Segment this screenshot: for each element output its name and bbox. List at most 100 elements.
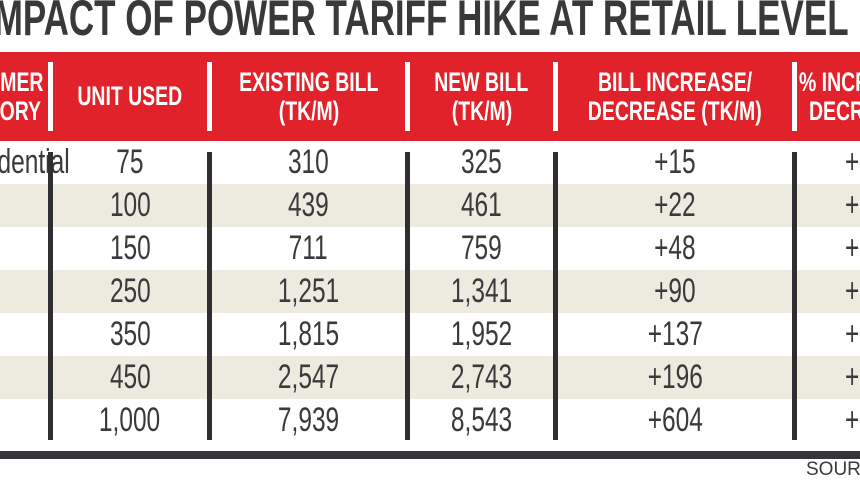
cell-text: 7,939 [277, 401, 340, 439]
cell-text: + [845, 401, 860, 439]
header-divider [792, 62, 797, 131]
cell-text: 450 [109, 358, 151, 396]
cell-bill-change: +604 [558, 401, 792, 440]
cell-text: 1,251 [277, 272, 340, 310]
cell-existing-bill: 310 [212, 143, 405, 182]
cell-text: 350 [109, 315, 151, 353]
cell-text: + [845, 186, 860, 224]
cell-text: + [845, 358, 860, 396]
column-header-new-bill: NEW BILL (TK/M) [410, 52, 553, 141]
column-header-existing-bill: EXISTING BILL (TK/M) [212, 52, 405, 141]
page-title: IMPACT OF POWER TARIFF HIKE AT RETAIL LE… [0, 0, 849, 46]
cell-text: 310 [288, 143, 329, 181]
cell-text: 2,743 [450, 358, 513, 396]
cell-new-bill: 1,341 [410, 272, 553, 311]
cell-bill-change: +15 [558, 143, 792, 182]
cell-text: +15 [654, 143, 696, 181]
cell-existing-bill: 439 [212, 186, 405, 225]
header-divider [405, 62, 410, 131]
cell-existing-bill: 7,939 [212, 401, 405, 440]
cell-bill-change: +22 [558, 186, 792, 225]
cell-text: 711 [288, 229, 329, 267]
cell-text: +196 [647, 358, 703, 396]
cell-bill-change: +48 [558, 229, 792, 268]
column-divider [792, 152, 797, 440]
cell-unit-used: 1,000 [53, 401, 207, 440]
header-line: (TK/M) [451, 95, 512, 126]
cell-consumer-category: Residential [0, 143, 70, 182]
cell-new-bill: 1,952 [410, 315, 553, 354]
cell-text: +90 [654, 272, 696, 310]
cell-new-bill: 325 [410, 143, 553, 182]
cell-unit-used: 350 [53, 315, 207, 354]
cell-existing-bill: 2,547 [212, 358, 405, 397]
cell-pct-change: + [797, 315, 860, 354]
cell-unit-used: 450 [53, 358, 207, 397]
cell-unit-used: 100 [53, 186, 207, 225]
header-line: DECREASE [809, 95, 860, 126]
cell-text: + [845, 143, 860, 181]
cell-consumer-category [0, 272, 48, 311]
cell-existing-bill: 711 [212, 229, 405, 268]
cell-text: 1,952 [450, 315, 513, 353]
cell-text: 1,341 [450, 272, 513, 310]
cell-text: 8,543 [450, 401, 513, 439]
cell-pct-change: + [797, 186, 860, 225]
header-divider [48, 62, 53, 131]
source-label: SOURCE: [806, 459, 860, 480]
cell-consumer-category [0, 315, 48, 354]
header-line: CONSUMER [0, 66, 44, 97]
cell-existing-bill: 1,815 [212, 315, 405, 354]
cell-new-bill: 2,743 [410, 358, 553, 397]
cell-text: Residential [0, 143, 70, 181]
cell-text: 1,815 [277, 315, 340, 353]
header-line: % INCREASE/ [799, 66, 860, 97]
table-row: 100 439 461 +22 + [0, 184, 860, 227]
bottom-rule [0, 451, 860, 459]
cell-text: 150 [109, 229, 151, 267]
column-divider [207, 152, 212, 440]
cell-text: + [845, 315, 860, 353]
cell-unit-used: 250 [53, 272, 207, 311]
cell-text: + [845, 229, 860, 267]
header-line: EXISTING BILL [238, 66, 379, 97]
cell-new-bill: 759 [410, 229, 553, 268]
cell-bill-change: +196 [558, 358, 792, 397]
header-line: DECREASE (TK/M) [588, 95, 762, 126]
cell-consumer-category [0, 401, 48, 440]
header-line: UNIT USED [77, 81, 183, 111]
cell-consumer-category [0, 358, 48, 397]
table-row: 450 2,547 2,743 +196 + [0, 356, 860, 399]
cell-text: 439 [288, 186, 329, 224]
header-line: CATEGORY [0, 95, 41, 126]
cell-pct-change: + [797, 401, 860, 440]
cell-bill-change: +90 [558, 272, 792, 311]
column-header-bill-change: BILL INCREASE/ DECREASE (TK/M) [558, 52, 792, 141]
cell-text: +22 [654, 186, 696, 224]
cell-text: 100 [109, 186, 151, 224]
cell-new-bill: 8,543 [410, 401, 553, 440]
cell-unit-used: 75 [53, 143, 207, 182]
cell-pct-change: + [797, 358, 860, 397]
column-divider [405, 152, 410, 440]
cell-pct-change: + [797, 229, 860, 268]
column-divider [48, 152, 53, 440]
column-header-unit-used: UNIT USED [53, 52, 207, 141]
header-line: BILL INCREASE/ [597, 66, 753, 97]
column-header-consumer-category: CONSUMER CATEGORY [0, 52, 48, 141]
table-row: 250 1,251 1,341 +90 + [0, 270, 860, 313]
cell-text: +48 [654, 229, 696, 267]
cell-text: 250 [109, 272, 151, 310]
cell-bill-change: +137 [558, 315, 792, 354]
cell-unit-used: 150 [53, 229, 207, 268]
cell-text: +137 [647, 315, 703, 353]
table-body: Residential 75 310 325 +15 + 100 439 461… [0, 141, 860, 442]
table-row: Residential 75 310 325 +15 + [0, 141, 860, 184]
table-row: 1,000 7,939 8,543 +604 + [0, 399, 860, 442]
cell-text: + [845, 272, 860, 310]
table-row: 350 1,815 1,952 +137 + [0, 313, 860, 356]
header-divider [553, 62, 558, 131]
cell-text: 75 [116, 143, 144, 181]
cell-text: 325 [461, 143, 502, 181]
header-line: (TK/M) [278, 95, 339, 126]
